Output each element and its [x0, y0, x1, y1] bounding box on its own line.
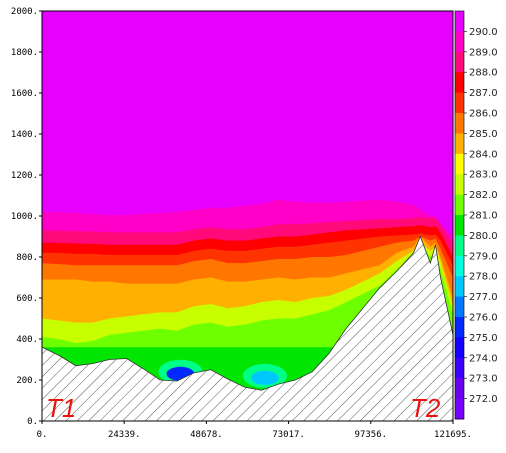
- colorbar-swatch: [455, 174, 464, 196]
- y-tick-label: 400.: [16, 335, 38, 345]
- colorbar-swatch: [455, 153, 464, 175]
- x-tick-label: 24339.: [108, 430, 141, 440]
- colorbar-swatch: [455, 92, 464, 114]
- colorbar-swatch: [455, 337, 464, 359]
- colorbar-label: 281.0: [469, 211, 498, 222]
- colorbar-label: 279.0: [469, 251, 498, 262]
- plot-area: [42, 11, 453, 421]
- colorbar-label: 282.0: [469, 190, 498, 201]
- colorbar-swatch: [455, 378, 464, 400]
- colorbar-label: 272.0: [469, 394, 498, 405]
- terrain: [42, 235, 453, 421]
- colorbar: 290.0 289.0 288.0 287.0 286.0 285.0 284.0 283.0…: [454, 10, 498, 420]
- y-tick-label: 1800.: [11, 48, 38, 58]
- y-tick-label: 600.: [16, 294, 38, 304]
- x-tick-label: 121695.: [434, 430, 472, 440]
- y-tick-label: 800.: [16, 253, 38, 263]
- colorbar-label: 286.0: [469, 109, 498, 120]
- x-tick-label: 97356.: [355, 430, 388, 440]
- label-left-end: T1: [46, 393, 76, 423]
- colorbar-label: 289.0: [469, 47, 498, 58]
- colorbar-label: 278.0: [469, 272, 498, 283]
- y-tick-label: 0.: [27, 417, 38, 427]
- x-tick-label: 0.: [37, 430, 48, 440]
- label-right-end: T2: [410, 393, 441, 423]
- colorbar-swatch: [455, 357, 464, 379]
- colorbar-label: 285.0: [469, 129, 498, 140]
- cool-spot-1: [250, 370, 279, 385]
- colorbar-swatch: [455, 296, 464, 318]
- colorbar-label: 277.0: [469, 292, 498, 303]
- colorbar-label: 283.0: [469, 170, 498, 181]
- colorbar-swatch: [455, 133, 464, 155]
- x-tick-label: 73017.: [272, 430, 305, 440]
- colorbar-label: 273.0: [469, 374, 498, 385]
- colorbar-label: 276.0: [469, 313, 498, 324]
- colorbar-swatch: [455, 72, 464, 94]
- colorbar-label: 288.0: [469, 68, 498, 79]
- colorbar-swatch: [455, 276, 464, 298]
- colorbar-swatch: [455, 235, 464, 257]
- colorbar-label: 290.0: [469, 27, 498, 38]
- y-tick-label: 1000.: [11, 212, 38, 222]
- colorbar-swatch: [455, 215, 464, 236]
- colorbar-label: 284.0: [469, 149, 498, 160]
- colorbar-label: 280.0: [469, 231, 498, 242]
- y-tick-label: 1400.: [11, 130, 38, 140]
- colorbar-swatch: [455, 113, 464, 134]
- colorbar-swatch: [455, 31, 464, 53]
- colorbar-swatch: [455, 317, 464, 338]
- y-tick-label: 1600.: [11, 89, 38, 99]
- y-tick-label: 200.: [16, 376, 38, 386]
- y-tick-label: 2000.: [11, 7, 38, 17]
- colorbar-label: 274.0: [469, 353, 498, 364]
- axes: 0. 200. 400. 600. 800. 1000. 1200. 1400. 1600. 18…: [11, 7, 472, 440]
- y-tick-label: 1200.: [11, 171, 38, 181]
- colorbar-label: 287.0: [469, 88, 498, 99]
- colorbar-swatch: [455, 255, 464, 277]
- colorbar-label: 275.0: [469, 333, 498, 344]
- colorbar-swatch: [455, 398, 464, 420]
- colorbar-swatch: [455, 11, 464, 32]
- colorbar-swatch: [455, 194, 464, 216]
- x-tick-label: 48678.: [190, 430, 223, 440]
- colorbar-swatch: [455, 51, 464, 73]
